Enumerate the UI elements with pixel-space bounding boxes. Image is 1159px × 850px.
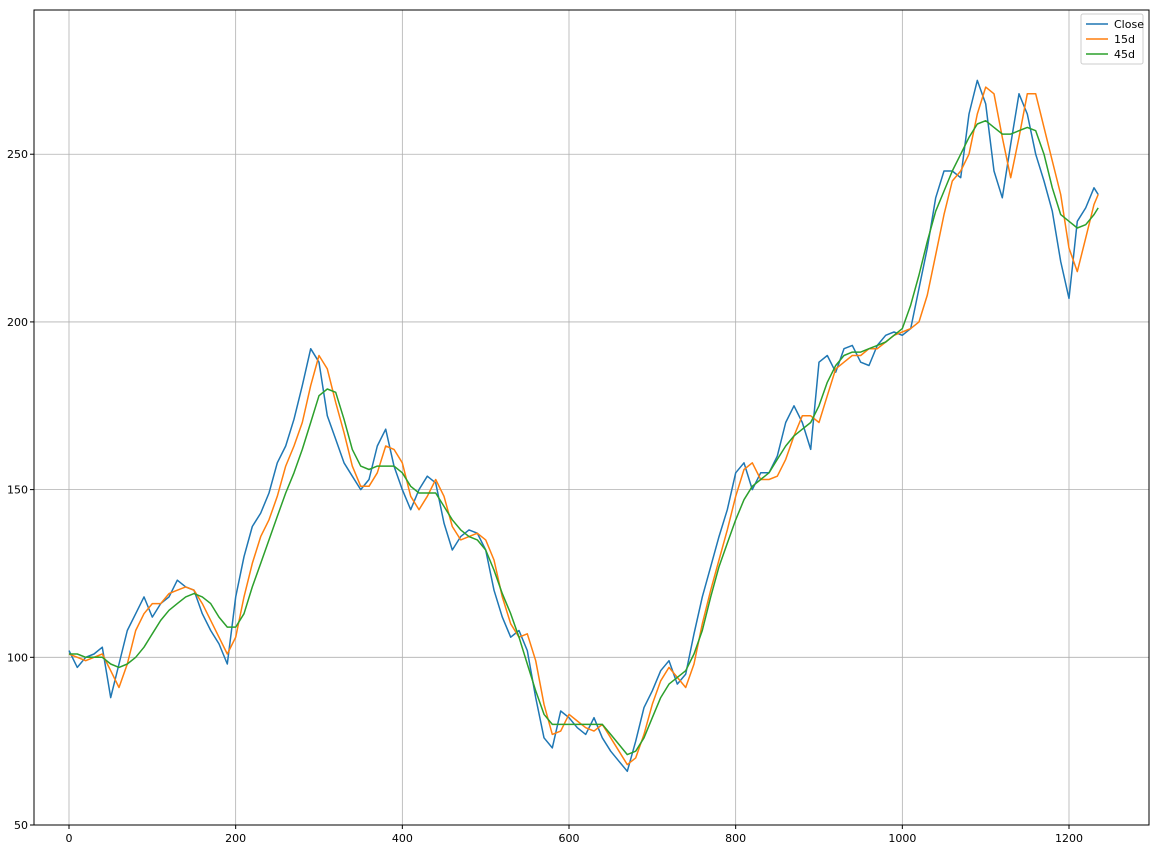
y-tick-label: 100	[7, 651, 28, 664]
x-tick-label: 600	[559, 832, 580, 845]
legend-label-15d: 15d	[1114, 33, 1135, 46]
x-tick-label: 400	[392, 832, 413, 845]
plot-frame	[33, 9, 1150, 826]
y-tick-label: 150	[7, 484, 28, 497]
x-tick-label: 1000	[888, 832, 916, 845]
legend-label-45d: 45d	[1114, 48, 1135, 61]
x-tick-label: 200	[225, 832, 246, 845]
y-tick-label: 250	[7, 148, 28, 161]
x-tick-label: 0	[66, 832, 73, 845]
series-lines	[68, 79, 1099, 773]
series-line-15d	[68, 86, 1099, 766]
plot-area	[34, 10, 1149, 825]
y-tick-label: 200	[7, 316, 28, 329]
legend: Close 15d 45d	[1080, 13, 1144, 65]
y-tick-label: 50	[14, 819, 28, 832]
x-axis: 0 200 400 600 800 1000 1200	[66, 825, 1083, 845]
legend-label-close: Close	[1114, 18, 1144, 31]
x-tick-label: 1200	[1055, 832, 1083, 845]
series-line-45d	[69, 119, 1099, 756]
grid-lines	[34, 10, 1149, 826]
legend-box	[1080, 13, 1144, 65]
x-tick-label: 800	[725, 832, 746, 845]
y-axis: 50 100 150 200 250	[7, 148, 34, 832]
